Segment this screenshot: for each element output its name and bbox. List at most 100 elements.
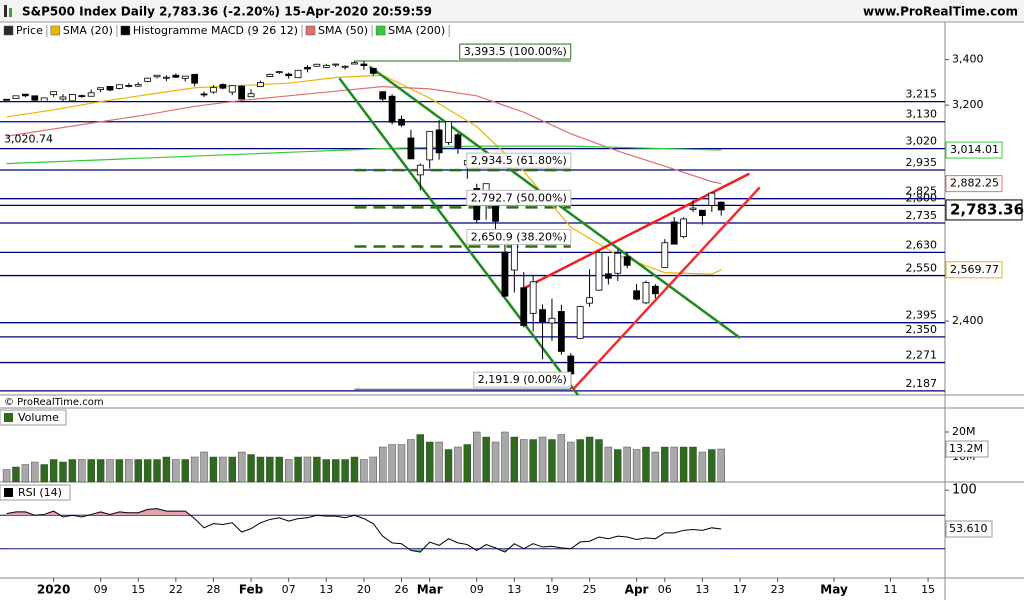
candle-body [520,287,528,326]
x-tick-label: 07 [282,583,296,596]
candle-body [445,121,452,143]
volume-bar [322,459,330,483]
candle-body [426,130,434,161]
panel-title: Volume [18,411,59,424]
volume-bar [200,451,208,483]
price-plot [0,60,945,395]
volume-bar [379,446,387,483]
fib-label-box [466,228,572,245]
panel-icon [4,488,13,497]
candle-body [341,65,349,68]
candle-body [661,242,669,268]
x-tick-label: 25 [583,583,597,596]
x-tick-label: 13 [695,583,709,596]
candle-body [369,67,377,74]
candle-body [623,256,631,266]
level-label: 3,215 [906,88,938,101]
volume-bar [661,446,669,483]
x-tick-label: 26 [395,583,409,596]
volume-bar [134,459,142,483]
price-box-label: 2,783.36 [950,200,1024,218]
volume-bar [426,441,434,483]
candle-body [614,252,622,274]
candle-body [191,73,199,84]
copyright: © ProRealTime.com [4,397,104,408]
candle-body [529,281,537,314]
volume-bar [115,459,124,483]
volume-bar [2,469,11,483]
fib-label: 2,191.9 (0.00%) [478,373,567,386]
y-tick-label: 3,200 [952,98,984,111]
volume-bar [275,456,283,483]
fib-label: 2,934.5 (61.80%) [471,154,567,167]
legend-swatch [375,25,386,36]
candle-body [708,192,716,206]
candle-body [304,66,311,70]
volume-bar [407,439,415,483]
volume-bar [444,449,453,483]
value-box-label: 2,569.77 [950,263,999,276]
volume-bar [614,449,622,483]
candle-body [670,221,678,245]
volume-bar [350,456,359,483]
candle-body [228,85,236,93]
legend-label: SMA (50) [318,24,368,37]
candle-body [604,273,612,279]
candle-body [680,218,687,237]
panel-title: RSI (14) [18,486,62,499]
x-tick-label: Feb [239,583,264,597]
volume-bar [473,431,481,483]
level-label: 2,735 [906,209,938,222]
y-tick-label: 100 [952,483,977,498]
volume-bar [237,451,246,483]
volume-bar [284,459,293,483]
volume-bar [303,456,312,483]
volume-bar [21,464,30,483]
volume-bar [548,439,556,483]
fib-label: 2,650.9 (38.20%) [471,230,567,243]
candle-body [294,69,302,79]
volume-bar [49,459,58,483]
candle-body [567,355,575,375]
volume-bar [78,459,86,483]
volume-bar [520,439,528,483]
level-label: 2,271 [906,349,938,362]
volume-bar [87,459,95,483]
x-tick-label: 11 [883,583,897,596]
panel-header [0,409,67,426]
legend-label: SMA (20) [63,24,113,37]
candle-body [275,71,283,74]
panel-header [0,484,71,501]
x-tick-label: 15 [131,583,145,596]
level-label: 3,130 [906,108,938,121]
volume-bar [463,444,472,483]
legend-swatch [305,25,316,36]
volume-bar [585,436,594,483]
trend-line [338,77,580,395]
fib-label-box [459,43,572,60]
legend-label: Price [16,24,43,37]
candle-body [266,73,274,77]
level-annotation: 3,020.74 [4,132,53,145]
candle-body [21,93,29,97]
volume-bar [360,459,368,483]
candle-body [106,85,114,91]
volume-bar [708,449,716,483]
volume-bar [294,456,302,483]
candle-body [548,317,556,324]
candle-body [219,84,227,89]
volume-bar [209,456,218,483]
volume-bar [679,446,688,483]
candle-body [576,306,584,339]
volume-bar [125,459,133,483]
volume-bar [529,439,537,483]
candle-body [12,95,20,99]
candle-body [181,75,189,79]
candle-body [398,118,405,126]
site-name: www.ProRealTime.com [863,5,1018,19]
level-label: 2,800 [906,191,938,204]
candle-body [717,201,725,211]
value-box [945,520,993,538]
candle-body [313,63,321,67]
volume-bar [12,466,20,483]
